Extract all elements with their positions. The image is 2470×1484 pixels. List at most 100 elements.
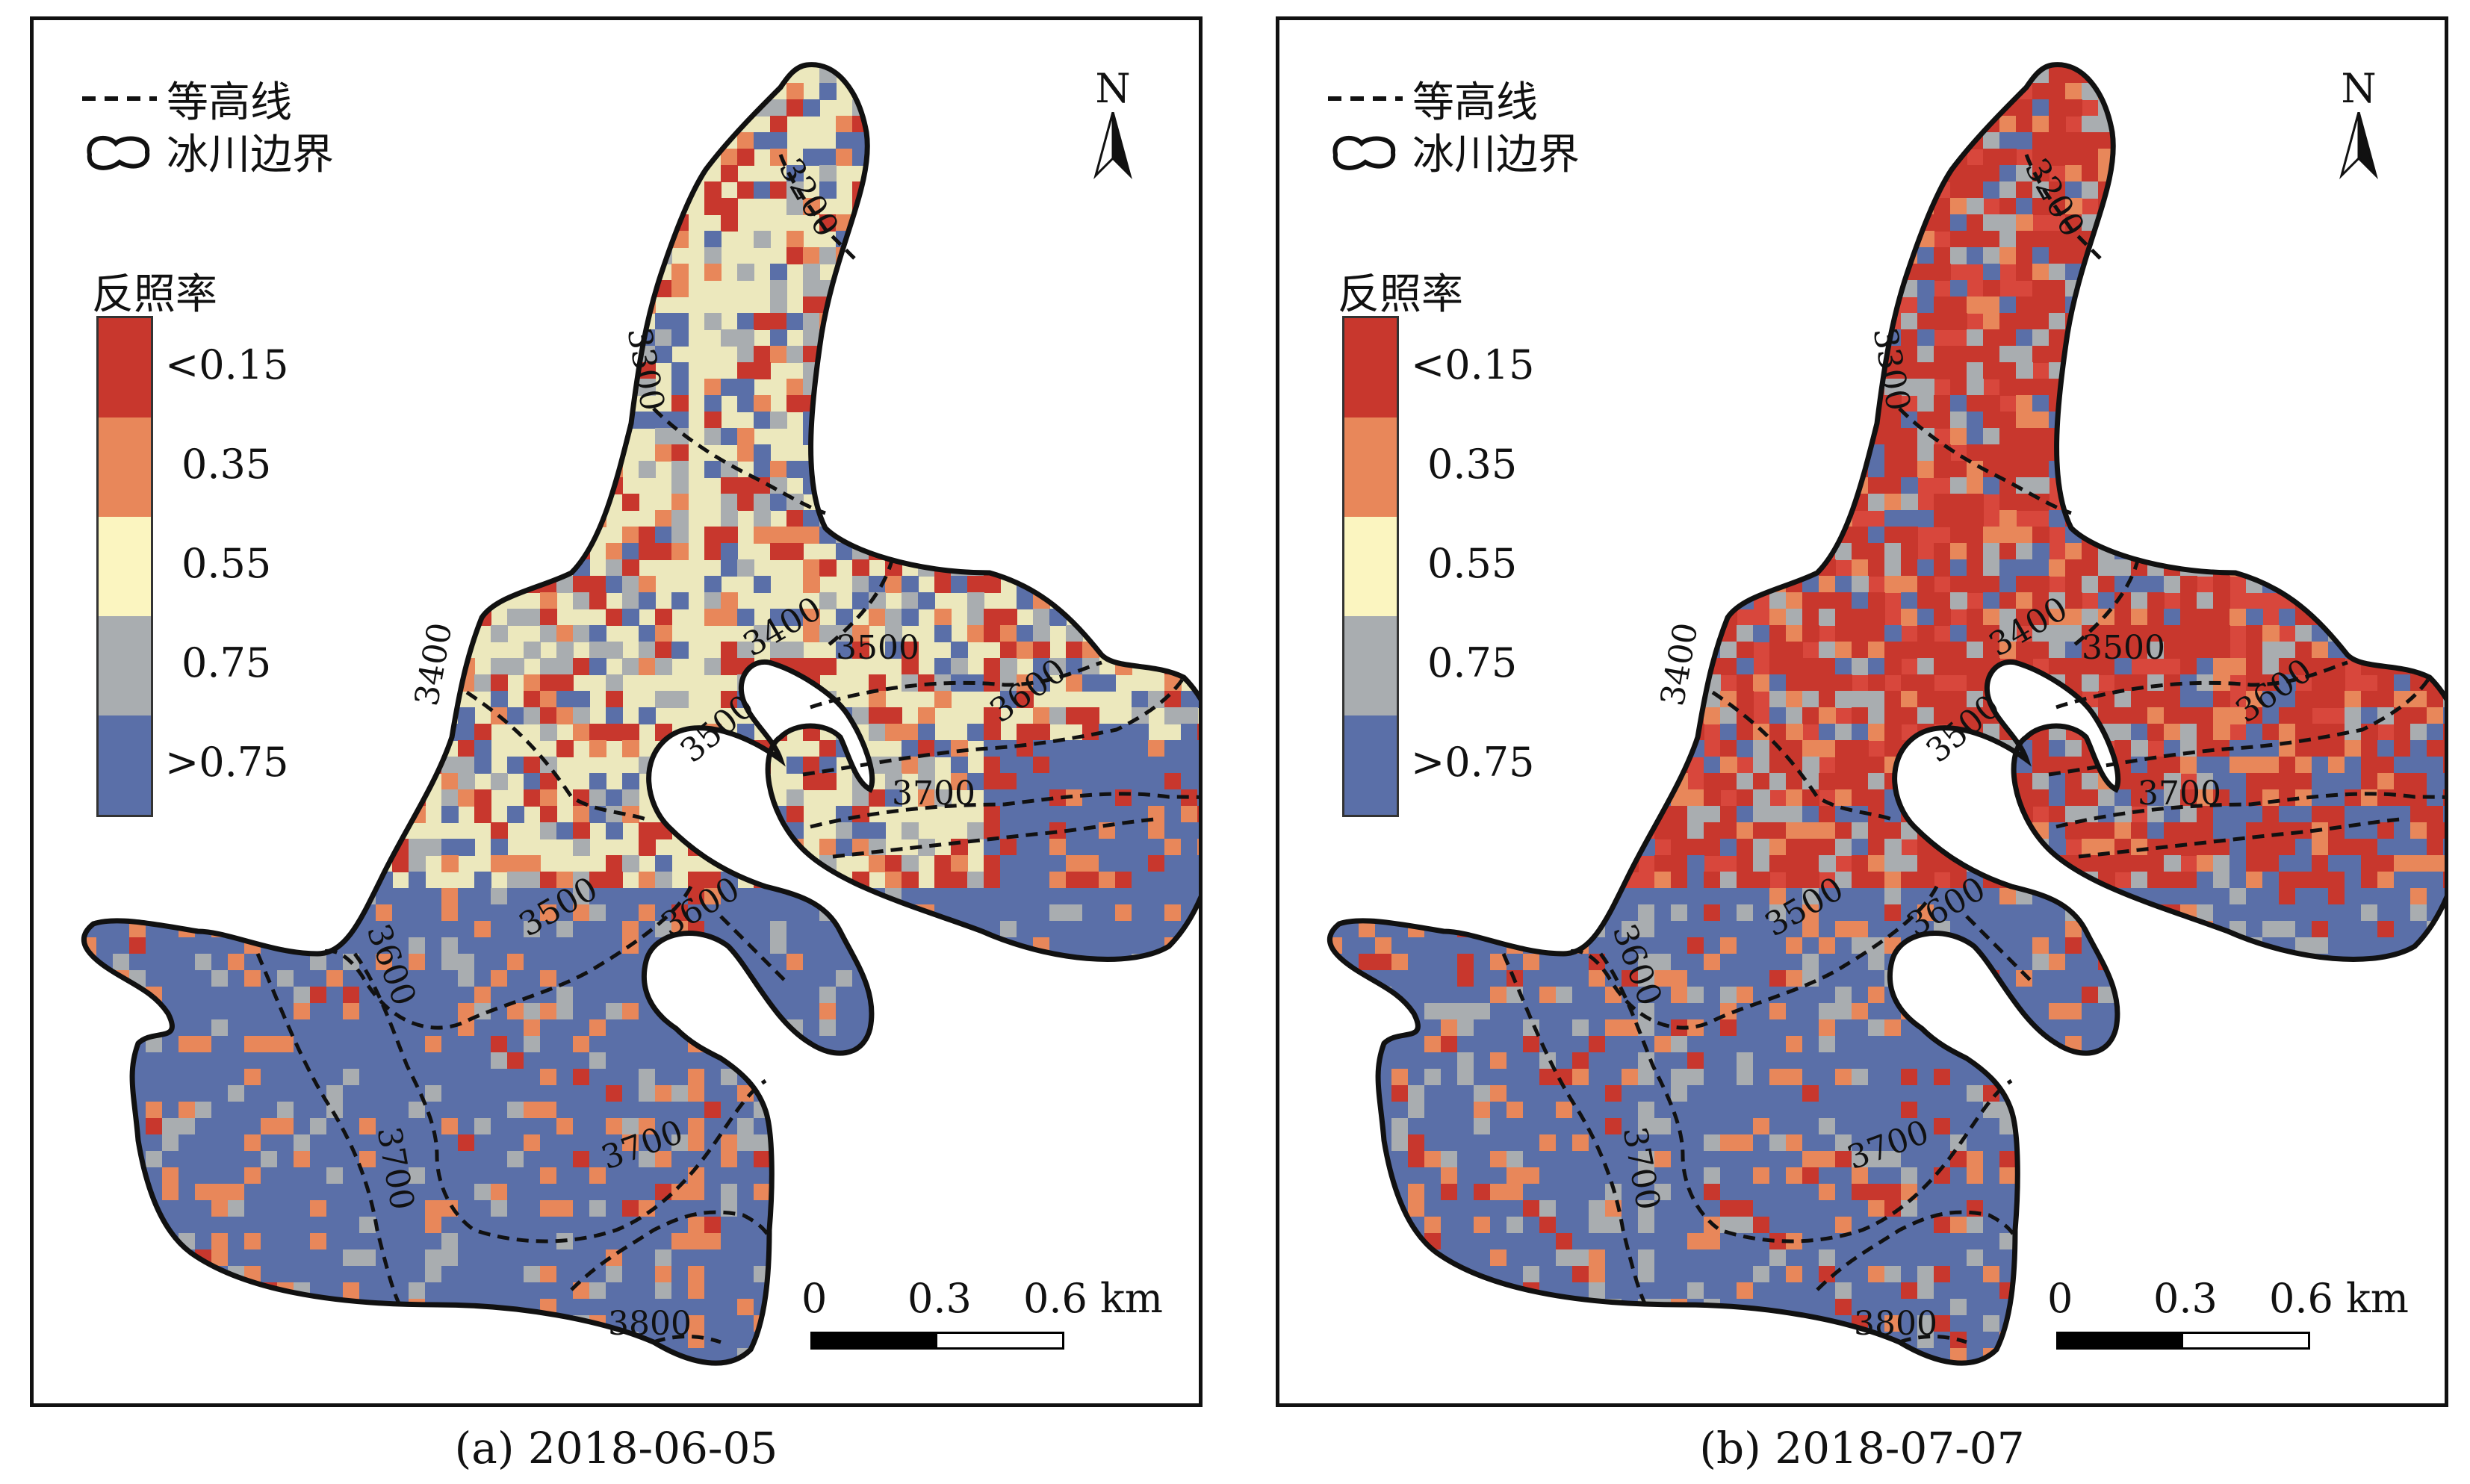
contour-line bbox=[2024, 154, 2103, 261]
ramp-class-1 bbox=[99, 318, 151, 417]
boundary-shape-icon bbox=[87, 136, 150, 170]
contour-label: 3400 bbox=[408, 620, 460, 709]
north-arrow-icon bbox=[1093, 111, 1132, 180]
contour-line bbox=[1898, 407, 2072, 515]
contour-line bbox=[1501, 953, 1648, 1306]
contour-line bbox=[1598, 952, 2013, 1244]
contour-line bbox=[1899, 1335, 1967, 1344]
ramp-label-4: 0.75 bbox=[181, 639, 272, 686]
albedo-color-ramp bbox=[96, 316, 153, 817]
ramp-class-3 bbox=[99, 517, 151, 616]
contour-line bbox=[778, 154, 857, 261]
scale-label-mid: 0.3 bbox=[2153, 1275, 2218, 1322]
ramp-label-1: <0.15 bbox=[1411, 341, 1535, 388]
contour-line bbox=[652, 407, 826, 515]
ramp-label-2: 0.35 bbox=[1427, 441, 1518, 488]
contour-line bbox=[465, 690, 647, 822]
scale-label-mid: 0.3 bbox=[907, 1275, 972, 1322]
albedo-legend-title: 反照率 bbox=[92, 270, 217, 319]
contour-line bbox=[653, 1335, 722, 1344]
ramp-class-5 bbox=[99, 715, 151, 815]
north-arrow-icon bbox=[2339, 111, 2378, 180]
legend-contour: 等高线 bbox=[78, 72, 334, 127]
contour-line bbox=[2055, 792, 2445, 829]
contour-label: 3800 bbox=[1854, 1305, 1937, 1343]
legend-contour-label: 等高线 bbox=[1412, 78, 1538, 127]
contour-line bbox=[810, 660, 1102, 710]
contour-label: 3700 bbox=[2138, 774, 2221, 813]
legend-contour-label: 等高线 bbox=[167, 78, 292, 127]
ramp-label-3: 0.55 bbox=[181, 540, 272, 587]
contour-label: 3800 bbox=[608, 1305, 692, 1343]
ramp-class-2 bbox=[99, 417, 151, 517]
ramp-class-5 bbox=[1344, 715, 1397, 815]
contour-line bbox=[1965, 915, 2035, 985]
contour-label: 3700 bbox=[892, 774, 975, 813]
ramp-label-2: 0.35 bbox=[181, 441, 272, 488]
north-arrow: N bbox=[2333, 65, 2385, 182]
contour-line bbox=[810, 792, 1199, 829]
contour-label: 3500 bbox=[836, 629, 919, 667]
legend-boundary: 冰川边界 bbox=[78, 125, 334, 179]
glacier-boundary bbox=[1327, 62, 2445, 1366]
albedo-color-ramp bbox=[1342, 316, 1399, 817]
scale-segment-white bbox=[2181, 1332, 2310, 1350]
scale-segment-black bbox=[2056, 1332, 2183, 1350]
scale-bar: 0 0.3 0.6 km bbox=[2047, 1275, 2409, 1350]
contour-line bbox=[1711, 690, 1893, 822]
legend: 等高线 冰川边界 bbox=[78, 72, 334, 179]
glacier-boundary bbox=[81, 62, 1199, 1366]
scale-label-0: 0 bbox=[2047, 1275, 2073, 1322]
contour-lines bbox=[255, 154, 1199, 1344]
contour-line bbox=[353, 952, 767, 1244]
legend-boundary-label: 冰川边界 bbox=[167, 130, 334, 179]
ramp-class-4 bbox=[1344, 616, 1397, 715]
contour-line bbox=[2055, 660, 2348, 710]
map-panel-b: 3200 3300 3400 3400 3500 3500 3500 3600 3600 3600… bbox=[1276, 16, 2448, 1407]
boundary-shape-icon bbox=[1332, 136, 1396, 170]
scale-label-end: 0.6 km bbox=[2269, 1275, 2409, 1322]
ramp-label-1: <0.15 bbox=[165, 341, 289, 388]
north-arrow: N bbox=[1087, 65, 1139, 182]
dashed-line-icon bbox=[1328, 96, 1403, 101]
contour-line bbox=[2070, 557, 2141, 649]
contour-line bbox=[824, 557, 895, 649]
scale-segment-white bbox=[935, 1332, 1064, 1350]
scale-label-end: 0.6 km bbox=[1023, 1275, 1163, 1322]
legend-contour: 等高线 bbox=[1324, 72, 1580, 127]
contour-line bbox=[255, 953, 402, 1306]
contour-label: 3500 bbox=[2082, 629, 2165, 667]
ramp-class-4 bbox=[99, 616, 151, 715]
caption-b: (b) 2018-07-07 bbox=[1699, 1423, 2025, 1474]
legend: 等高线 冰川边界 bbox=[1324, 72, 1580, 179]
ramp-class-1 bbox=[1344, 318, 1397, 417]
contour-line bbox=[832, 817, 1155, 859]
ramp-label-3: 0.55 bbox=[1427, 540, 1518, 587]
dashed-line-icon bbox=[82, 96, 157, 101]
contour-line bbox=[2078, 817, 2401, 859]
albedo-legend-title: 反照率 bbox=[1338, 270, 1463, 319]
scale-label-0: 0 bbox=[801, 1275, 828, 1322]
ramp-label-4: 0.75 bbox=[1427, 639, 1518, 686]
contour-lines bbox=[1501, 154, 2445, 1344]
contour-line bbox=[1816, 1210, 2017, 1291]
contour-line bbox=[1562, 885, 1939, 1030]
contour-line bbox=[719, 915, 789, 985]
ramp-label-5: >0.75 bbox=[1411, 739, 1535, 786]
caption-a: (a) 2018-06-05 bbox=[454, 1423, 778, 1474]
north-letter: N bbox=[1095, 65, 1131, 112]
map-panel-a: 3200 3300 3400 3400 3500 3500 3500 3600 3600 3600… bbox=[30, 16, 1203, 1407]
ramp-label-5: >0.75 bbox=[165, 739, 289, 786]
contour-line bbox=[570, 1210, 772, 1291]
contour-line bbox=[2048, 676, 2432, 777]
north-letter: N bbox=[2341, 65, 2377, 112]
contour-line bbox=[316, 885, 693, 1030]
ramp-class-3 bbox=[1344, 517, 1397, 616]
contour-label: 3400 bbox=[1654, 620, 1706, 709]
contour-line bbox=[802, 676, 1186, 777]
legend-boundary: 冰川边界 bbox=[1324, 125, 1580, 179]
scale-segment-black bbox=[810, 1332, 937, 1350]
scale-bar: 0 0.3 0.6 km bbox=[801, 1275, 1163, 1350]
